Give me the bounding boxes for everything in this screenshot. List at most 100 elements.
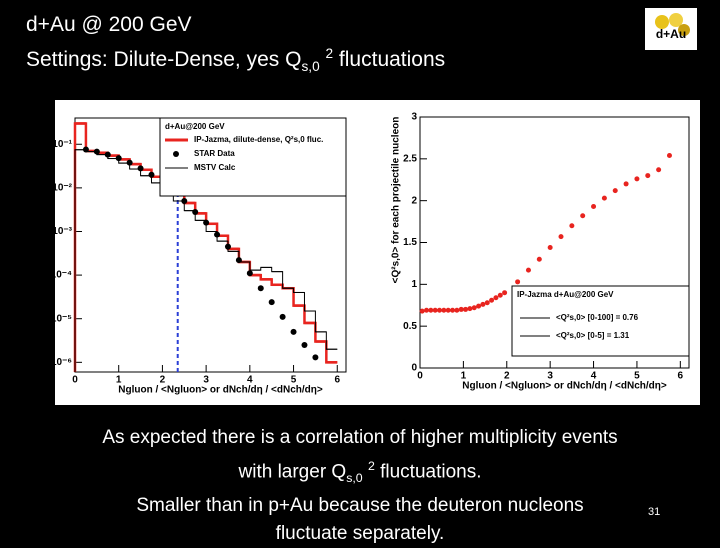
settings-text: Settings: Dilute-Dense, yes Q (26, 48, 302, 71)
data-point (476, 303, 482, 309)
x-tick-label: 1 (461, 371, 467, 382)
data-point (279, 313, 286, 320)
data-point (666, 152, 672, 158)
body-line: with larger Qs,0 2 fluctuations. (0, 452, 720, 492)
x-tick-label: 5 (291, 375, 297, 386)
data-point (558, 234, 564, 240)
data-point (525, 267, 531, 273)
body-sub: s,0 (346, 471, 363, 486)
y-tick-label: 1 (411, 279, 417, 290)
data-point (580, 213, 586, 219)
x-tick-label: 3 (547, 371, 553, 382)
x-axis-label: Ngluon / <Ngluon> or dNch/dη / <dNch/dη> (462, 381, 667, 392)
data-point (471, 305, 477, 311)
data-point (502, 290, 508, 296)
data-point (437, 307, 443, 313)
body-text: with larger Q (238, 461, 347, 483)
y-tick-label: 0 (411, 363, 417, 374)
data-point (480, 301, 486, 307)
x-tick-label: 6 (678, 371, 684, 382)
data-point (257, 285, 264, 292)
data-point (290, 328, 297, 335)
data-point (419, 308, 425, 314)
legend-swatch (173, 151, 179, 157)
x-axis-label: Ngluon / <Ngluon> or dNch/dη / <dNch/dη> (118, 385, 323, 396)
x-tick-label: 3 (203, 375, 209, 386)
y-tick-label: 10⁻¹ (52, 139, 72, 150)
x-tick-label: 0 (417, 371, 423, 382)
y-tick-label: 3 (411, 112, 417, 123)
x-tick-label: 4 (247, 375, 253, 386)
title: d+Au @ 200 GeV (26, 13, 192, 36)
y-tick-label: 1.5 (403, 237, 417, 248)
logo-ball (655, 15, 669, 29)
legend-label: <Q²s,0> [0-100] = 0.76 (556, 313, 639, 322)
data-point (445, 307, 451, 313)
data-point (601, 195, 607, 201)
data-point (246, 270, 253, 277)
data-point (450, 307, 456, 313)
legend-label: IP-Jazma, dilute-dense, Q²s,0 fluc. (194, 135, 323, 144)
y-tick-label: 10⁻⁶ (51, 357, 72, 368)
y-axis-label: <Q²s,0> for each projectile nucleon (391, 117, 402, 284)
legend-box (159, 117, 347, 197)
data-point (515, 279, 521, 285)
data-point (645, 173, 651, 179)
title-block: d+Au @ 200 GeV Settings: Dilute-Dense, y… (26, 10, 445, 81)
data-point (458, 306, 464, 312)
x-tick-label: 5 (634, 371, 640, 382)
x-tick-label: 2 (504, 371, 510, 382)
data-point (126, 159, 133, 166)
y-tick-label: 10⁻³ (52, 226, 72, 237)
data-point (591, 204, 597, 210)
logo-text: d+Au (656, 27, 686, 41)
data-point (536, 256, 542, 262)
y-tick-label: 2.5 (403, 153, 417, 164)
y-tick-label: 10⁻² (52, 183, 72, 194)
y-tick-label: 2 (411, 195, 417, 206)
y-tick-label: 10⁻⁵ (51, 313, 72, 324)
logo-ball (669, 13, 683, 27)
y-tick-label: 10⁻⁴ (51, 270, 72, 281)
legend-title: IP-Jazma d+Au@200 GeV (517, 290, 614, 299)
data-point (547, 245, 553, 251)
settings-after: fluctuations (333, 48, 446, 71)
y-axis-label: Event Prob (46, 115, 57, 168)
legend-label: MSTV Calc (194, 163, 236, 172)
data-point (301, 341, 308, 348)
body-line: fluctuate separately. (275, 523, 445, 545)
data-point (454, 307, 460, 313)
body-line: Smaller than in p+Au because the deutero… (136, 495, 584, 517)
data-point (428, 307, 434, 313)
data-point (432, 307, 438, 313)
data-point (137, 165, 144, 172)
data-point (312, 354, 319, 361)
data-point (623, 181, 629, 187)
page-number: 31 (648, 506, 661, 518)
data-point (484, 300, 490, 306)
data-point (268, 299, 275, 306)
legend-title: d+Au@200 GeV (165, 122, 225, 131)
body-sup: 2 (367, 459, 375, 473)
data-point (441, 307, 447, 313)
legend-box (511, 285, 690, 357)
x-tick-label: 2 (160, 375, 166, 386)
x-tick-label: 4 (591, 371, 597, 382)
data-point (148, 171, 155, 178)
x-tick-label: 6 (334, 375, 340, 386)
data-point (497, 292, 503, 298)
x-tick-label: 1 (116, 375, 122, 386)
settings: Settings: Dilute-Dense, yes Qs,0 2 fluct… (26, 39, 445, 81)
logo-ball (678, 24, 690, 36)
data-point (424, 307, 430, 313)
plot-panel (55, 100, 700, 405)
settings-sub: s,0 (301, 59, 320, 75)
data-point (569, 223, 575, 229)
data-point (467, 306, 473, 312)
body-line: As expected there is a correlation of hi… (102, 427, 618, 448)
data-point (493, 295, 499, 301)
data-point (656, 167, 662, 173)
body-after: fluctuations. (374, 461, 482, 483)
